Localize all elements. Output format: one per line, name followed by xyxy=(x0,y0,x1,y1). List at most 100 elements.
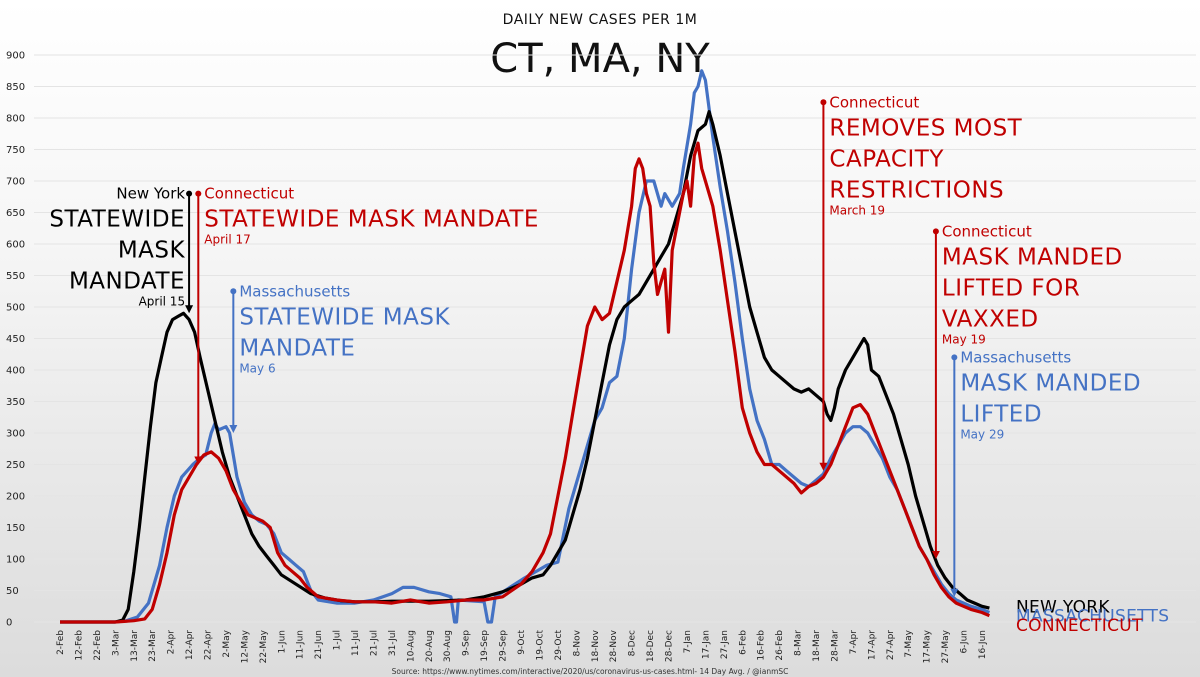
x-tick-label: 29-Sep xyxy=(499,630,509,662)
annotation-dot xyxy=(951,354,958,361)
annotation-dot xyxy=(820,99,827,106)
x-tick-label: 1-Jun xyxy=(277,630,287,654)
y-tick-label: 250 xyxy=(6,460,25,471)
annotation-text: STATEWIDE MASK xyxy=(239,304,450,330)
annotation-state: Connecticut xyxy=(204,185,294,203)
x-tick-label: 17-Apr xyxy=(867,630,877,660)
x-tick-label: 27-Jan xyxy=(720,630,730,659)
y-tick-label: 50 xyxy=(6,586,19,597)
x-tick-label: 28-Dec xyxy=(665,630,675,662)
x-tick-label: 26-Feb xyxy=(775,630,785,661)
annotation-text: LIFTED xyxy=(960,401,1042,427)
x-tick-label: 17-May xyxy=(923,629,933,663)
y-tick-label: 700 xyxy=(6,177,25,188)
y-tick-label: 450 xyxy=(6,334,25,345)
x-tick-label: 2-Feb xyxy=(56,630,66,655)
x-tick-label: 30-Aug xyxy=(443,630,453,662)
annotation-state: New York xyxy=(116,185,185,203)
x-tick-label: 7-Apr xyxy=(849,630,859,655)
x-tick-label: 8-Nov xyxy=(572,629,582,656)
chart-subtitle: DAILY NEW CASES PER 1M xyxy=(503,12,698,28)
y-tick-label: 800 xyxy=(6,114,25,125)
annotation-text: RESTRICTIONS xyxy=(829,177,1004,203)
x-tick-label: 13-Mar xyxy=(130,630,140,662)
x-tick-label: 19-Sep xyxy=(480,630,490,662)
x-tick-label: 10-Aug xyxy=(406,630,416,662)
annotation-text: LIFTED FOR xyxy=(942,275,1080,301)
x-tick-label: 12-May xyxy=(240,629,250,663)
y-tick-label: 0 xyxy=(6,618,12,629)
x-tick-label: 18-Dec xyxy=(646,630,656,662)
x-tick-label: 1-Jul xyxy=(333,630,343,650)
chart-source: Source: https://www.nytimes.com/interact… xyxy=(392,667,789,676)
y-tick-label: 350 xyxy=(6,397,25,408)
x-tick-label: 17-Jan xyxy=(701,630,711,659)
x-tick-label: 16-Jun xyxy=(978,630,988,659)
y-tick-label: 200 xyxy=(6,492,25,503)
x-tick-label: 11-Jun xyxy=(296,630,306,659)
annotation-arrow xyxy=(950,588,959,597)
annotation-text: MANDATE xyxy=(239,335,355,361)
x-tick-label: 29-Oct xyxy=(554,630,564,661)
annotation-dot xyxy=(230,288,237,295)
x-tick-label: 27-Apr xyxy=(886,630,896,660)
x-tick-label: 12-Apr xyxy=(185,630,195,660)
x-tick-label: 19-Oct xyxy=(535,630,545,661)
chart-title: CT, MA, NY xyxy=(490,36,710,82)
annotation-arrow xyxy=(185,305,194,314)
x-tick-label: 23-Mar xyxy=(148,630,158,662)
x-tick-label: 9-Oct xyxy=(517,630,527,655)
y-tick-label: 600 xyxy=(6,240,25,251)
annotation-state: Massachusetts xyxy=(239,282,350,300)
legend-connecticut: CONNECTICUT xyxy=(1016,616,1143,636)
annotation-text: VAXXED xyxy=(942,306,1039,332)
y-tick-label: 400 xyxy=(6,366,25,377)
annotation-dot xyxy=(932,228,939,235)
annotation-state: Connecticut xyxy=(942,222,1032,240)
x-tick-label: 7-May xyxy=(904,629,914,657)
annotation-dot xyxy=(195,190,202,197)
x-tick-label: 6-Jun xyxy=(960,630,970,654)
annotation-text: MASK MANDED xyxy=(960,370,1141,396)
annotation-date: May 19 xyxy=(942,332,986,346)
x-tick-label: 22-Apr xyxy=(204,630,214,660)
x-tick-label: 28-Nov xyxy=(609,629,619,662)
y-axis: 0 50 100 150 200 250 300 350 400 450 500 550 600 650 7… xyxy=(6,51,25,629)
annotation-arrow xyxy=(194,456,203,465)
x-tick-label: 3-Mar xyxy=(111,630,121,656)
x-tick-label: 2-Apr xyxy=(167,630,177,655)
x-tick-label: 21-Jul xyxy=(369,630,379,656)
y-tick-label: 500 xyxy=(6,303,25,314)
y-tick-label: 850 xyxy=(6,82,25,93)
annotation-text: REMOVES MOST xyxy=(829,115,1022,141)
x-tick-label: 16-Feb xyxy=(757,630,767,661)
annotation-text: MASK xyxy=(118,238,186,264)
annotation-dot xyxy=(186,190,193,197)
x-tick-label: 6-Feb xyxy=(738,630,748,655)
x-tick-label: 21-Jun xyxy=(314,630,324,659)
annotation-text: CAPACITY xyxy=(829,146,944,172)
y-tick-label: 100 xyxy=(6,555,25,566)
x-tick-label: 27-May xyxy=(941,629,951,663)
x-tick-label: 18-Nov xyxy=(591,629,601,662)
annotation-arrow xyxy=(819,462,828,471)
series-lines xyxy=(60,69,991,624)
x-tick-label: 7-Jan xyxy=(683,630,693,653)
annotation-state: Massachusetts xyxy=(960,348,1071,366)
annotation-date: May 29 xyxy=(960,427,1004,441)
y-tick-label: 650 xyxy=(6,208,25,219)
annotation-arrow xyxy=(229,425,238,433)
legend-massachusetts: MASSACHUSETTS xyxy=(1016,607,1169,627)
annotation-arrow xyxy=(931,551,940,559)
x-tick-label: 8-Dec xyxy=(628,630,638,656)
annotation-text: STATEWIDE xyxy=(49,207,185,233)
annotation-date: March 19 xyxy=(829,203,885,217)
x-tick-label: 22-Feb xyxy=(93,630,103,661)
y-tick-label: 750 xyxy=(6,145,25,156)
